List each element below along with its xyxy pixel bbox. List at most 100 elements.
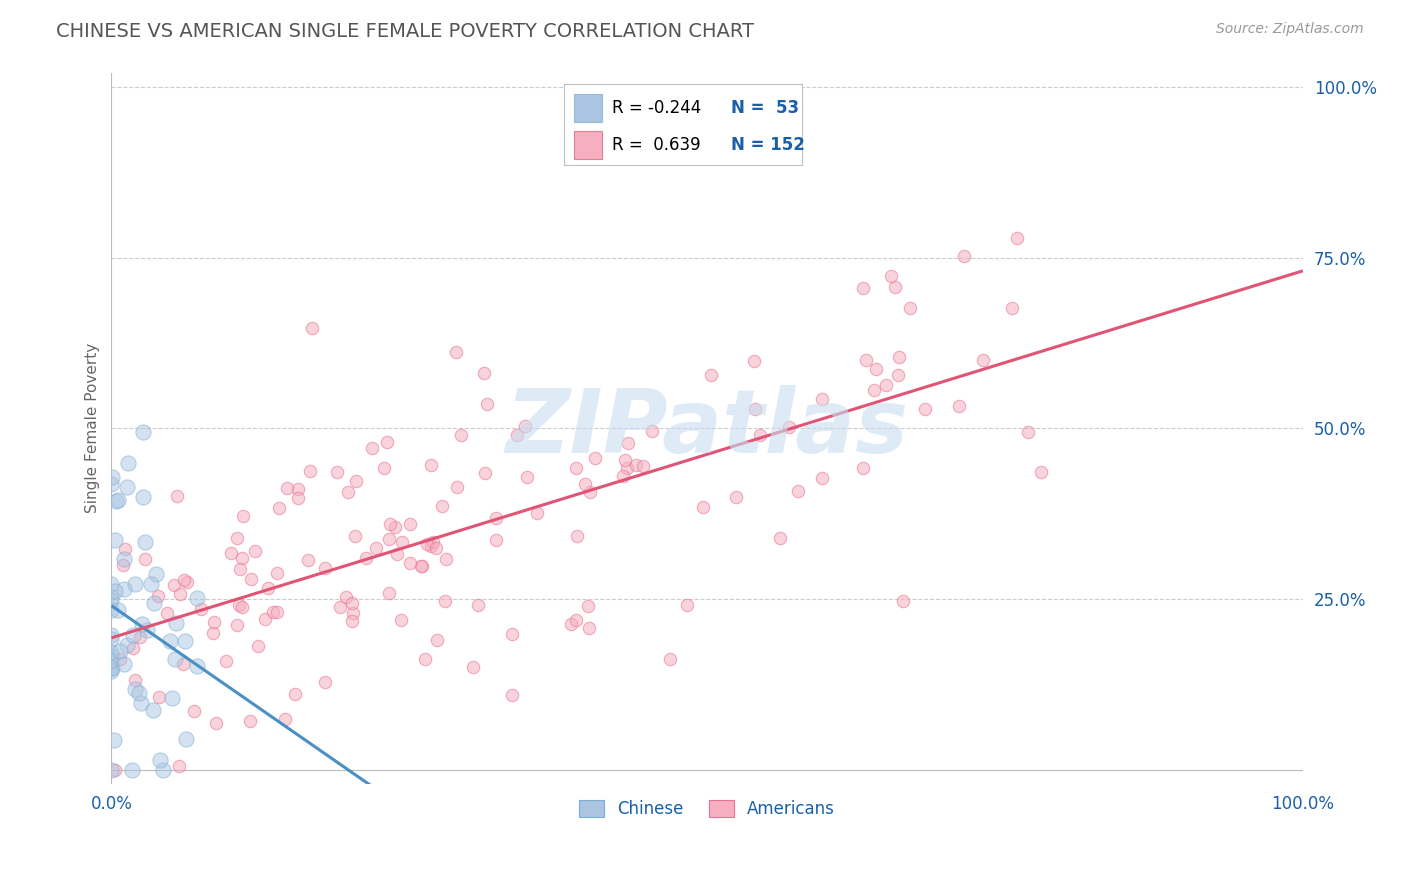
Y-axis label: Single Female Poverty: Single Female Poverty <box>86 343 100 514</box>
Point <box>501 688 523 702</box>
Point <box>914 401 936 416</box>
Point <box>124 577 146 591</box>
Point <box>880 268 903 283</box>
Point <box>112 551 135 566</box>
Point <box>174 633 197 648</box>
Point <box>1005 231 1028 245</box>
Point <box>434 594 457 608</box>
Point <box>186 659 208 673</box>
Point <box>121 763 143 777</box>
Point <box>565 460 588 475</box>
Point <box>287 482 309 496</box>
Point <box>384 520 406 534</box>
Point <box>166 489 188 503</box>
Point <box>886 368 908 383</box>
Point <box>103 733 125 747</box>
Point <box>301 321 323 335</box>
Point <box>501 627 523 641</box>
Point <box>100 576 122 591</box>
Point <box>948 399 970 413</box>
Point <box>148 690 170 704</box>
Point <box>378 532 401 546</box>
Point <box>117 639 139 653</box>
Text: Source: ZipAtlas.com: Source: ZipAtlas.com <box>1216 22 1364 37</box>
Point <box>100 592 122 607</box>
Point <box>700 368 723 383</box>
Point <box>472 366 495 380</box>
Point <box>526 506 548 520</box>
Point <box>141 703 163 717</box>
Point <box>231 599 253 614</box>
Point <box>132 490 155 504</box>
Point <box>225 618 247 632</box>
Point <box>239 714 262 729</box>
Point <box>173 573 195 587</box>
Point <box>375 435 398 450</box>
Point <box>467 598 489 612</box>
Point <box>378 516 401 531</box>
Point <box>231 551 253 566</box>
Point <box>111 558 134 573</box>
Point <box>176 575 198 590</box>
Point <box>104 583 127 598</box>
Point <box>385 547 408 561</box>
Point <box>768 531 790 545</box>
Point <box>156 607 179 621</box>
Point <box>419 540 441 554</box>
Point <box>284 687 307 701</box>
Point <box>100 591 122 605</box>
Point <box>450 428 472 442</box>
Point <box>266 606 288 620</box>
Point <box>226 531 249 545</box>
Point <box>112 582 135 596</box>
Point <box>952 249 974 263</box>
Point <box>884 279 907 293</box>
Point <box>744 354 766 368</box>
Point <box>269 501 291 516</box>
Point <box>335 590 357 604</box>
Point <box>149 754 172 768</box>
Point <box>612 468 634 483</box>
Point <box>342 606 364 620</box>
Point <box>297 553 319 567</box>
Point <box>112 657 135 672</box>
Point <box>128 686 150 700</box>
Point <box>107 603 129 617</box>
Point <box>444 345 467 359</box>
Point <box>578 484 600 499</box>
Point <box>373 461 395 475</box>
Point <box>891 594 914 608</box>
Point <box>100 603 122 617</box>
Point <box>104 493 127 508</box>
Point <box>574 477 596 491</box>
Point <box>253 612 276 626</box>
Point <box>299 464 322 478</box>
Text: CHINESE VS AMERICAN SINGLE FEMALE POVERTY CORRELATION CHART: CHINESE VS AMERICAN SINGLE FEMALE POVERT… <box>56 22 754 41</box>
Point <box>276 482 298 496</box>
Point <box>583 451 606 466</box>
Point <box>205 716 228 731</box>
Point <box>1017 425 1039 440</box>
Point <box>117 480 139 494</box>
Point <box>560 617 582 632</box>
Point <box>100 649 122 664</box>
Point <box>675 598 697 612</box>
Point <box>329 600 352 615</box>
Point <box>475 397 498 411</box>
Point <box>167 759 190 773</box>
Point <box>516 470 538 484</box>
Point <box>411 559 433 574</box>
Point <box>100 763 122 777</box>
Point <box>578 621 600 635</box>
Point <box>744 401 766 416</box>
Point <box>430 499 453 513</box>
Point <box>463 660 485 674</box>
Point <box>425 541 447 555</box>
Point <box>146 590 169 604</box>
Point <box>245 543 267 558</box>
Point <box>169 587 191 601</box>
Point <box>101 469 124 483</box>
Point <box>855 353 877 368</box>
Point <box>485 511 508 525</box>
Point <box>114 541 136 556</box>
